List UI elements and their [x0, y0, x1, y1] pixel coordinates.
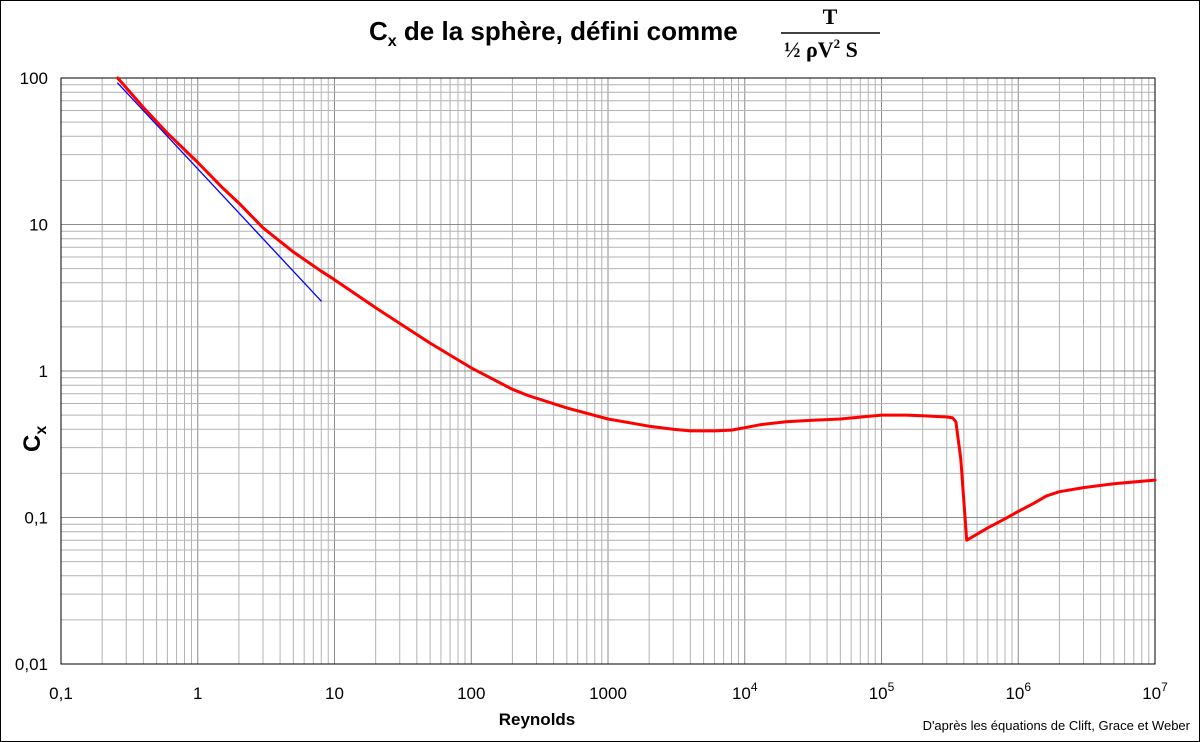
x-tick-label-base: 10: [1142, 684, 1161, 703]
y-tick-label: 0,1: [24, 509, 48, 528]
x-tick-label-base: 1: [193, 684, 202, 703]
x-tick-label: 1: [193, 684, 202, 703]
series-line-cx: [116, 76, 1157, 542]
y-tick-label: 100: [20, 69, 48, 88]
x-tick-label-base: 10: [732, 684, 751, 703]
title-fraction-denominator-sup: 2: [834, 36, 841, 51]
y-tick-label: 10: [29, 216, 48, 235]
x-tick-label: 104: [732, 680, 758, 703]
x-tick-label-sup: 5: [888, 680, 895, 694]
x-tick-label: 105: [869, 680, 895, 703]
plot-border: [60, 77, 1156, 665]
x-tick-label: 1000: [589, 684, 627, 703]
chart-title: Cx de la sphère, défini comme T ½ ρV2 S: [369, 4, 880, 62]
title-symbol-sub: x: [388, 33, 397, 50]
x-tick-label-sup: 7: [1161, 680, 1168, 694]
x-tick-label-sup: 6: [1024, 680, 1031, 694]
x-tick-label-base: 10: [1005, 684, 1024, 703]
y-tick-labels: 0,01 0,1 1 10 100: [15, 69, 48, 674]
x-tick-label-base: 100: [457, 684, 485, 703]
x-tick-label: 100: [457, 684, 485, 703]
title-symbol: C: [369, 16, 388, 46]
x-tick-labels: 0,1 1 10 100 1000 104 105 106 107: [49, 680, 1168, 703]
svg-text:Cx: Cx: [19, 426, 50, 452]
x-tick-label: 0,1: [49, 684, 73, 703]
y-tick-label: 0,01: [15, 655, 48, 674]
x-tick-label-base: 10: [869, 684, 888, 703]
x-tick-label-sup: 4: [751, 680, 758, 694]
series-group: [116, 76, 1157, 542]
title-text: de la sphère, défini comme: [397, 16, 738, 46]
x-axis-label: Reynolds: [499, 710, 576, 729]
title-fraction-denominator-left: ½ ρV: [784, 37, 834, 62]
x-tick-label-base: 1000: [589, 684, 627, 703]
series-line-stokes: [117, 82, 322, 302]
credit-text: D'après les équations de Clift, Grace et…: [923, 718, 1191, 733]
y-tick-label: 1: [39, 362, 48, 381]
title-fraction-denominator-right: S: [840, 37, 858, 62]
title-fraction-numerator: T: [823, 4, 838, 29]
x-tick-label-base: 0,1: [49, 684, 73, 703]
svg-text:Cx de la sphère, défini comme: Cx de la sphère, défini comme: [369, 16, 738, 50]
y-axis-label-symbol: C: [19, 435, 46, 452]
x-tick-label: 106: [1005, 680, 1031, 703]
y-axis-label-sub: x: [33, 426, 50, 435]
y-axis-label: Cx: [19, 426, 50, 452]
x-tick-label-base: 10: [325, 684, 344, 703]
x-tick-label: 10: [325, 684, 344, 703]
gridlines: [61, 78, 1155, 664]
x-tick-label: 107: [1142, 680, 1168, 703]
svg-text:½ ρV2 S: ½ ρV2 S: [784, 36, 858, 62]
